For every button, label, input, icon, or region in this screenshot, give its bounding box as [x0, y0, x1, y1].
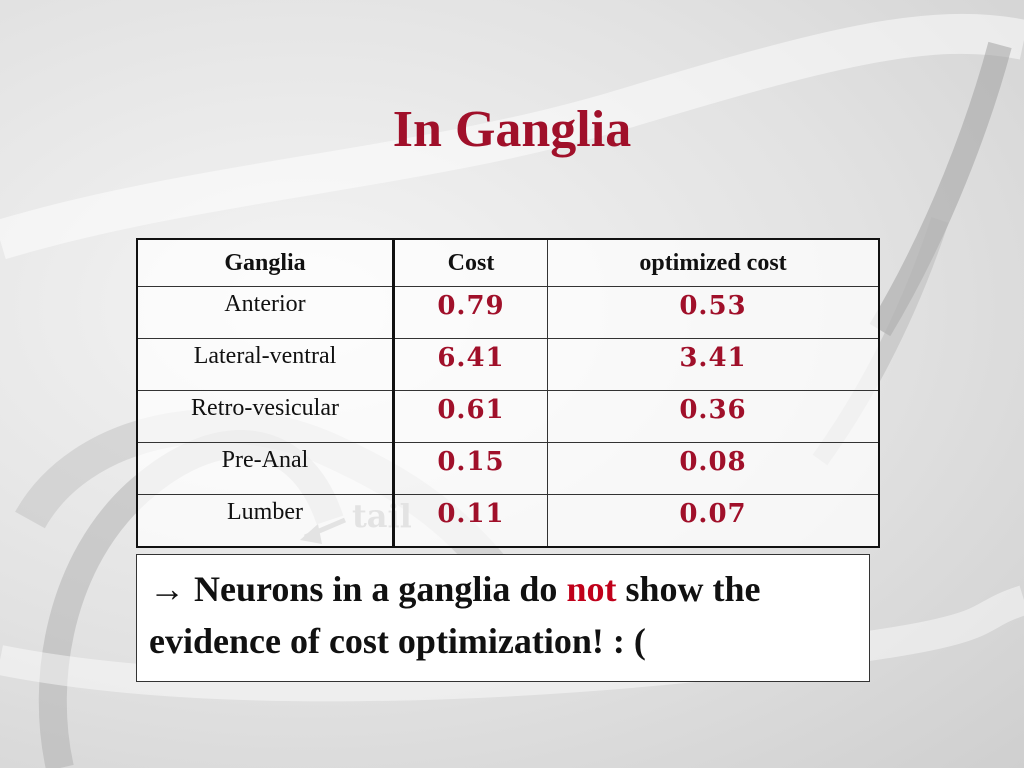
cost-value: 6.41	[393, 338, 548, 391]
arrow-icon: →	[149, 569, 185, 609]
cost-value: 0.61	[393, 390, 548, 443]
header-ganglia: Ganglia	[136, 238, 395, 287]
optimized-cost-value: 0.08	[547, 442, 880, 495]
table-row: Retro-vesicular 0.61 0.36	[136, 390, 880, 443]
table-row: Anterior 0.79 0.53	[136, 286, 880, 339]
conclusion-text-start: Neurons in a ganglia do	[194, 569, 558, 609]
optimized-cost-value: 3.41	[547, 338, 880, 391]
conclusion-emphasis: not	[566, 569, 617, 609]
header-optimized-cost: optimized cost	[547, 238, 880, 287]
ganglia-name: Anterior	[136, 286, 395, 339]
ganglia-name: Pre-Anal	[136, 442, 395, 495]
table-row: Lumber 0.11 0.07	[136, 494, 880, 548]
table-row: Pre-Anal 0.15 0.08	[136, 442, 880, 495]
ganglia-name: Lateral-ventral	[136, 338, 395, 391]
cost-value: 0.11	[393, 494, 548, 548]
table-header-row: Ganglia Cost optimized cost	[136, 238, 880, 287]
conclusion-box: → Neurons in a ganglia do not show the e…	[136, 554, 870, 682]
slide-title: In Ganglia	[392, 101, 632, 158]
optimized-cost-value: 0.07	[547, 494, 880, 548]
optimized-cost-value: 0.36	[547, 390, 880, 443]
cost-value: 0.79	[393, 286, 548, 339]
ganglia-name: Retro-vesicular	[136, 390, 395, 443]
conclusion-text-end: show the evidence of cost optimization! …	[149, 569, 761, 661]
cost-value: 0.15	[393, 442, 548, 495]
ganglia-cost-table: Ganglia Cost optimized cost Anterior 0.7…	[136, 238, 880, 548]
optimized-cost-value: 0.53	[547, 286, 880, 339]
table-row: Lateral-ventral 6.41 3.41	[136, 338, 880, 391]
ganglia-name: Lumber	[136, 494, 395, 548]
header-cost: Cost	[393, 238, 548, 287]
